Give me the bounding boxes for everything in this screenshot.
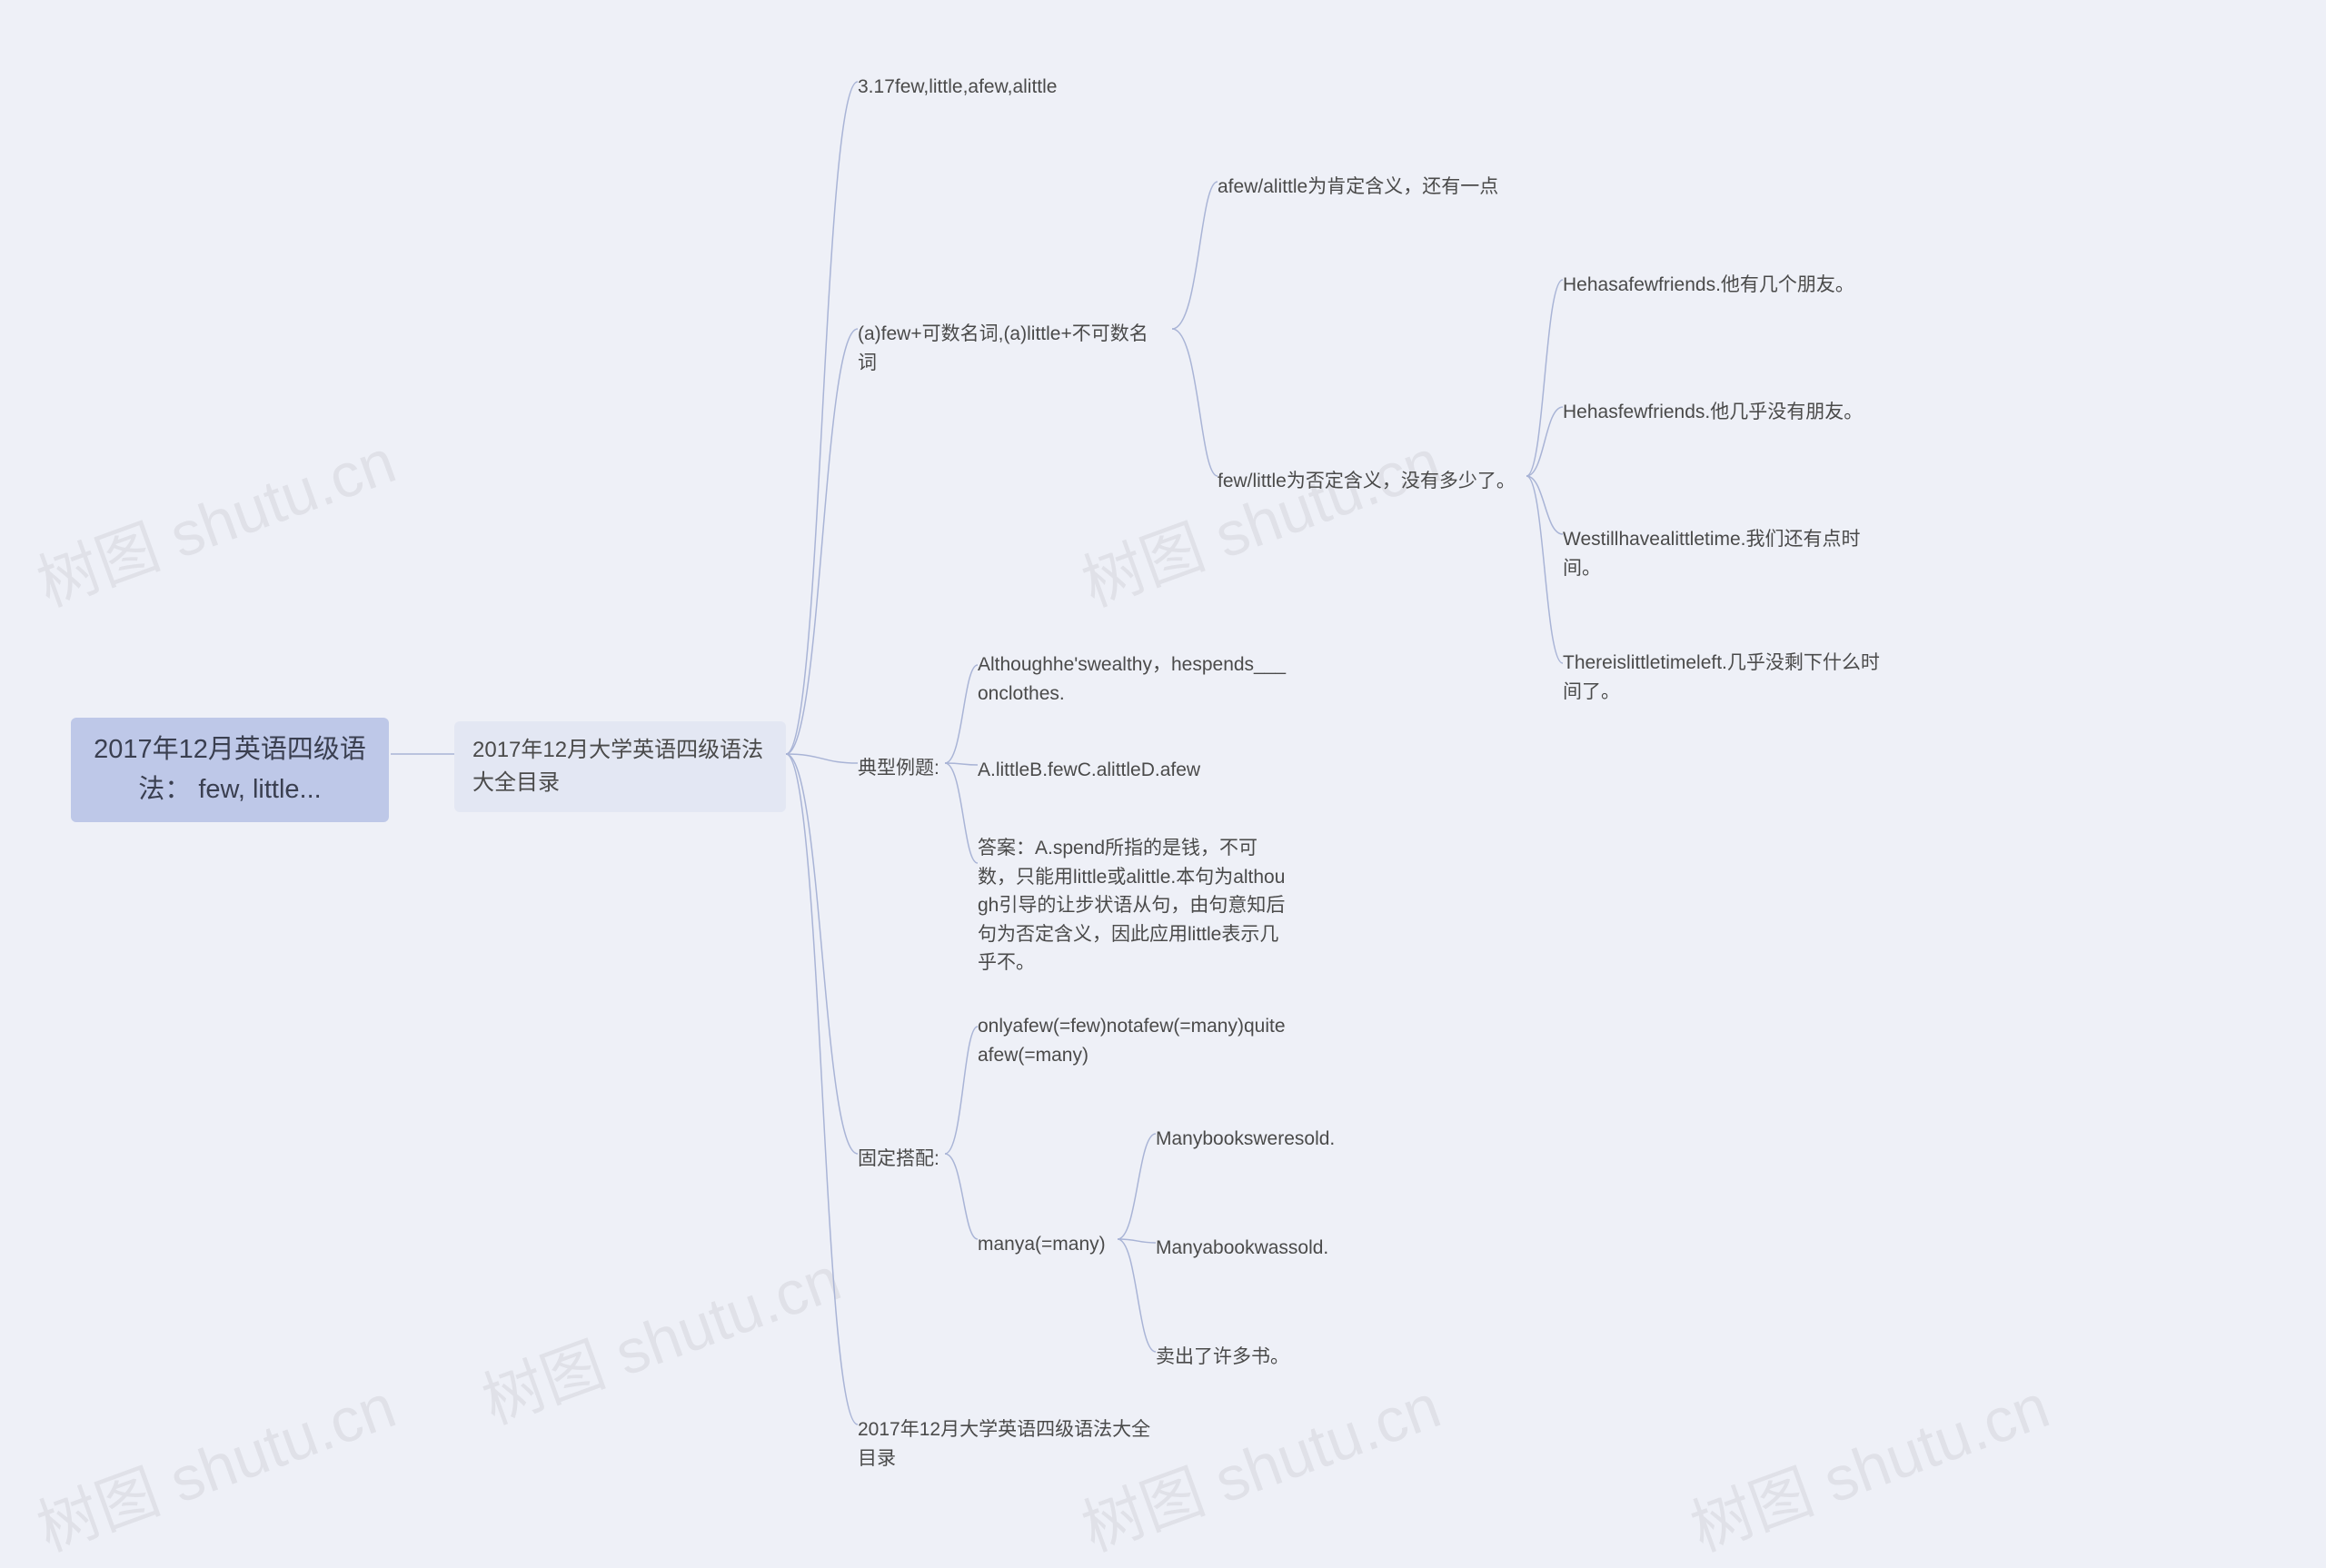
node-directory-2[interactable]: 2017年12月大学英语四级语法大全目录 <box>858 1415 1167 1473</box>
node-fixed-phrases[interactable]: onlyafew(=few)notafew(=many)quiteafew(=m… <box>978 1012 1287 1069</box>
node-example-options[interactable]: A.littleB.fewC.alittleD.afew <box>978 756 1200 785</box>
leaf-manybooks[interactable]: Manybooksweresold. <box>1156 1125 1335 1154</box>
watermark: 树图 shutu.cn <box>1068 412 1450 624</box>
node-positive-meaning[interactable]: afew/alittle为肯定含义，还有一点 <box>1218 173 1498 202</box>
watermark: 树图 shutu.cn <box>23 412 405 624</box>
watermark: 树图 shutu.cn <box>1676 1356 2059 1568</box>
leaf-hehas-afew[interactable]: Hehasafewfriends.他有几个朋友。 <box>1563 271 1854 300</box>
leaf-sold-many[interactable]: 卖出了许多书。 <box>1156 1343 1289 1372</box>
watermark: 树图 shutu.cn <box>468 1229 850 1442</box>
node-fixed-heading[interactable]: 固定搭配: <box>858 1145 939 1174</box>
root-node[interactable]: 2017年12月英语四级语法： few, little... <box>71 718 389 822</box>
watermark: 树图 shutu.cn <box>23 1356 405 1568</box>
node-example-heading[interactable]: 典型例题: <box>858 754 939 783</box>
node-few-little[interactable]: (a)few+可数名词,(a)little+不可数名词 <box>858 320 1167 377</box>
leaf-hehas-few[interactable]: Hehasfewfriends.他几乎没有朋友。 <box>1563 398 1863 427</box>
leaf-thereis[interactable]: Thereislittletimeleft.几乎没剩下什么时间了。 <box>1563 649 1881 706</box>
node-example-answer[interactable]: 答案：A.spend所指的是钱，不可数，只能用little或alittle.本句… <box>978 834 1296 978</box>
leaf-manyabook[interactable]: Manyabookwassold. <box>1156 1234 1328 1263</box>
level1-node[interactable]: 2017年12月大学英语四级语法大全目录 <box>454 721 786 812</box>
node-negative-meaning[interactable]: few/little为否定含义，没有多少了。 <box>1218 467 1516 496</box>
leaf-westill[interactable]: Westillhavealittletime.我们还有点时间。 <box>1563 525 1881 582</box>
node-3-17[interactable]: 3.17few,little,afew,alittle <box>858 73 1057 102</box>
node-manya[interactable]: manya(=many) <box>978 1230 1106 1259</box>
node-example-sentence[interactable]: Althoughhe'swealthy，hespends___onclothes… <box>978 650 1287 708</box>
